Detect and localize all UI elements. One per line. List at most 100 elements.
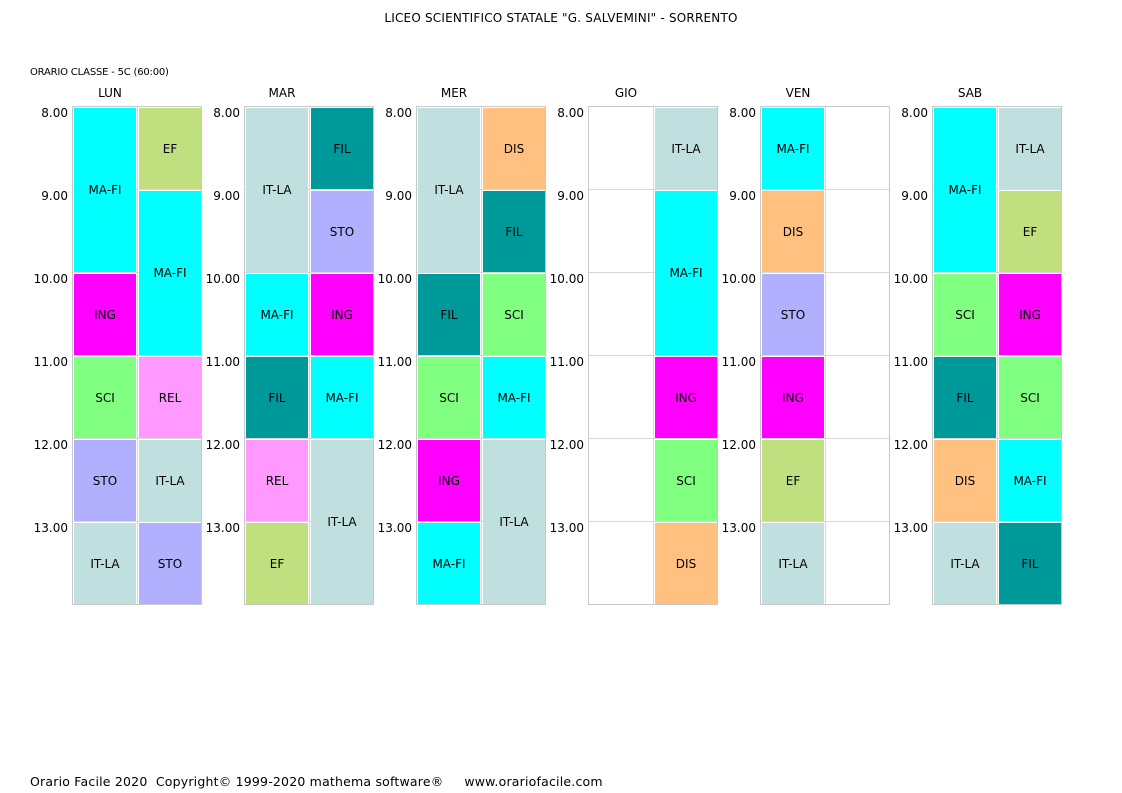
grid-divider (137, 107, 138, 604)
lesson-rel: REL (246, 440, 308, 521)
lesson-sci: SCI (934, 274, 996, 355)
hour-label: 10.00 (893, 272, 928, 286)
lesson-sto: STO (139, 523, 201, 604)
hour-label: 8.00 (41, 106, 68, 120)
lesson-fil: FIL (934, 357, 996, 438)
day-column-ven: VEN 8.00 9.00 10.00 11.00 12.00 13.00 MA-FI DIS S… (718, 86, 890, 606)
lesson-ing: ING (999, 274, 1061, 355)
day-name: SAB (957, 86, 983, 100)
hour-label: 13.00 (549, 521, 584, 535)
hour-label: 10.00 (377, 272, 412, 286)
lesson-it-la: IT-LA (418, 108, 480, 272)
lesson-ma-fi: MA-FI (999, 440, 1061, 521)
lesson-it-la: IT-LA (311, 440, 373, 604)
day-grid: IT-LA FIL STO MA-FI ING FIL MA-FI REL IT-LA EF (244, 106, 374, 605)
hour-label: 12.00 (721, 438, 756, 452)
lesson-it-la: IT-LA (655, 108, 717, 189)
lesson-sto: STO (762, 274, 824, 355)
day-grid: IT-LA DIS FIL FIL SCI SCI MA-FI ING IT-LA MA-FI (416, 106, 546, 605)
hour-label: 9.00 (557, 189, 584, 203)
lesson-sci: SCI (74, 357, 136, 438)
lesson-it-la: IT-LA (934, 523, 996, 604)
hour-label: 11.00 (205, 355, 240, 369)
lesson-fil: FIL (418, 274, 480, 355)
footer-product: Orario Facile 2020 (30, 774, 148, 789)
lesson-rel: REL (139, 357, 201, 438)
lesson-sci: SCI (999, 357, 1061, 438)
lesson-ma-fi: MA-FI (74, 108, 136, 272)
lesson-dis: DIS (483, 108, 545, 189)
day-name: LUN (98, 86, 122, 100)
day-name: VEN (785, 86, 811, 100)
lesson-dis: DIS (655, 523, 717, 604)
hour-label: 12.00 (205, 438, 240, 452)
day-column-lun: LUN 8.00 9.00 10.00 11.00 12.00 13.00 MA-FI EF MA… (30, 86, 202, 606)
hour-label: 11.00 (549, 355, 584, 369)
lesson-ef: EF (246, 523, 308, 604)
lesson-ing: ING (74, 274, 136, 355)
day-name: GIO (614, 86, 638, 100)
day-grid: MA-FI DIS STO ING EF IT-LA (760, 106, 890, 605)
lesson-ma-fi: MA-FI (483, 357, 545, 438)
grid-divider (653, 107, 654, 604)
lesson-dis: DIS (762, 191, 824, 272)
hour-label: 10.00 (549, 272, 584, 286)
hour-label: 10.00 (721, 272, 756, 286)
day-grid: IT-LA MA-FI ING SCI DIS (588, 106, 718, 605)
lesson-sto: STO (311, 191, 373, 272)
lesson-it-la: IT-LA (74, 523, 136, 604)
lesson-ma-fi: MA-FI (139, 191, 201, 355)
day-grid: MA-FI IT-LA EF SCI ING FIL SCI DIS MA-FI IT-LA FIL (932, 106, 1062, 605)
lesson-it-la: IT-LA (999, 108, 1061, 189)
hour-label: 10.00 (33, 272, 68, 286)
lesson-ma-fi: MA-FI (246, 274, 308, 355)
lesson-ma-fi: MA-FI (762, 108, 824, 189)
hour-label: 10.00 (205, 272, 240, 286)
footer-copyright: Copyright© 1999-2020 mathema software® (155, 774, 444, 789)
lesson-sci: SCI (483, 274, 545, 355)
hour-label: 11.00 (377, 355, 412, 369)
lesson-sci: SCI (655, 440, 717, 521)
hour-label: 13.00 (377, 521, 412, 535)
hour-label: 8.00 (385, 106, 412, 120)
lesson-sto: STO (74, 440, 136, 521)
lesson-ef: EF (999, 191, 1061, 272)
hour-label: 9.00 (41, 189, 68, 203)
day-column-mer: MER 8.00 9.00 10.00 11.00 12.00 13.00 IT-LA DIS F… (374, 86, 546, 606)
grid-divider (309, 107, 310, 604)
hour-label: 8.00 (729, 106, 756, 120)
grid-divider (997, 107, 998, 604)
day-name: MAR (268, 86, 296, 100)
lesson-ing: ING (311, 274, 373, 355)
hour-label: 12.00 (33, 438, 68, 452)
hour-label: 11.00 (33, 355, 68, 369)
grid-divider (825, 107, 826, 604)
lesson-ef: EF (762, 440, 824, 521)
lesson-ing: ING (655, 357, 717, 438)
lesson-ing: ING (418, 440, 480, 521)
lesson-it-la: IT-LA (246, 108, 308, 272)
hour-label: 8.00 (901, 106, 928, 120)
lesson-it-la: IT-LA (762, 523, 824, 604)
grid-divider (481, 107, 482, 604)
hour-label: 13.00 (33, 521, 68, 535)
hour-label: 9.00 (901, 189, 928, 203)
day-grid: MA-FI EF MA-FI ING SCI REL STO IT-LA IT-LA STO (72, 106, 202, 605)
hour-label: 11.00 (893, 355, 928, 369)
lesson-it-la: IT-LA (139, 440, 201, 521)
lesson-ef: EF (139, 108, 201, 189)
hour-label: 13.00 (893, 521, 928, 535)
lesson-ing: ING (762, 357, 824, 438)
day-name: MER (440, 86, 468, 100)
lesson-sci: SCI (418, 357, 480, 438)
footer: Orario Facile 2020 Copyright© 1999-2020 … (30, 774, 603, 789)
day-column-gio: GIO 8.00 9.00 10.00 11.00 12.00 13.00 IT-LA MA-F… (546, 86, 718, 606)
lesson-fil: FIL (311, 108, 373, 189)
hour-label: 9.00 (213, 189, 240, 203)
hour-label: 9.00 (729, 189, 756, 203)
class-label: ORARIO CLASSE - 5C (60:00) (30, 67, 169, 78)
lesson-ma-fi: MA-FI (418, 523, 480, 604)
hour-label: 13.00 (721, 521, 756, 535)
footer-website[interactable]: www.orariofacile.com (464, 774, 603, 789)
hour-label: 9.00 (385, 189, 412, 203)
